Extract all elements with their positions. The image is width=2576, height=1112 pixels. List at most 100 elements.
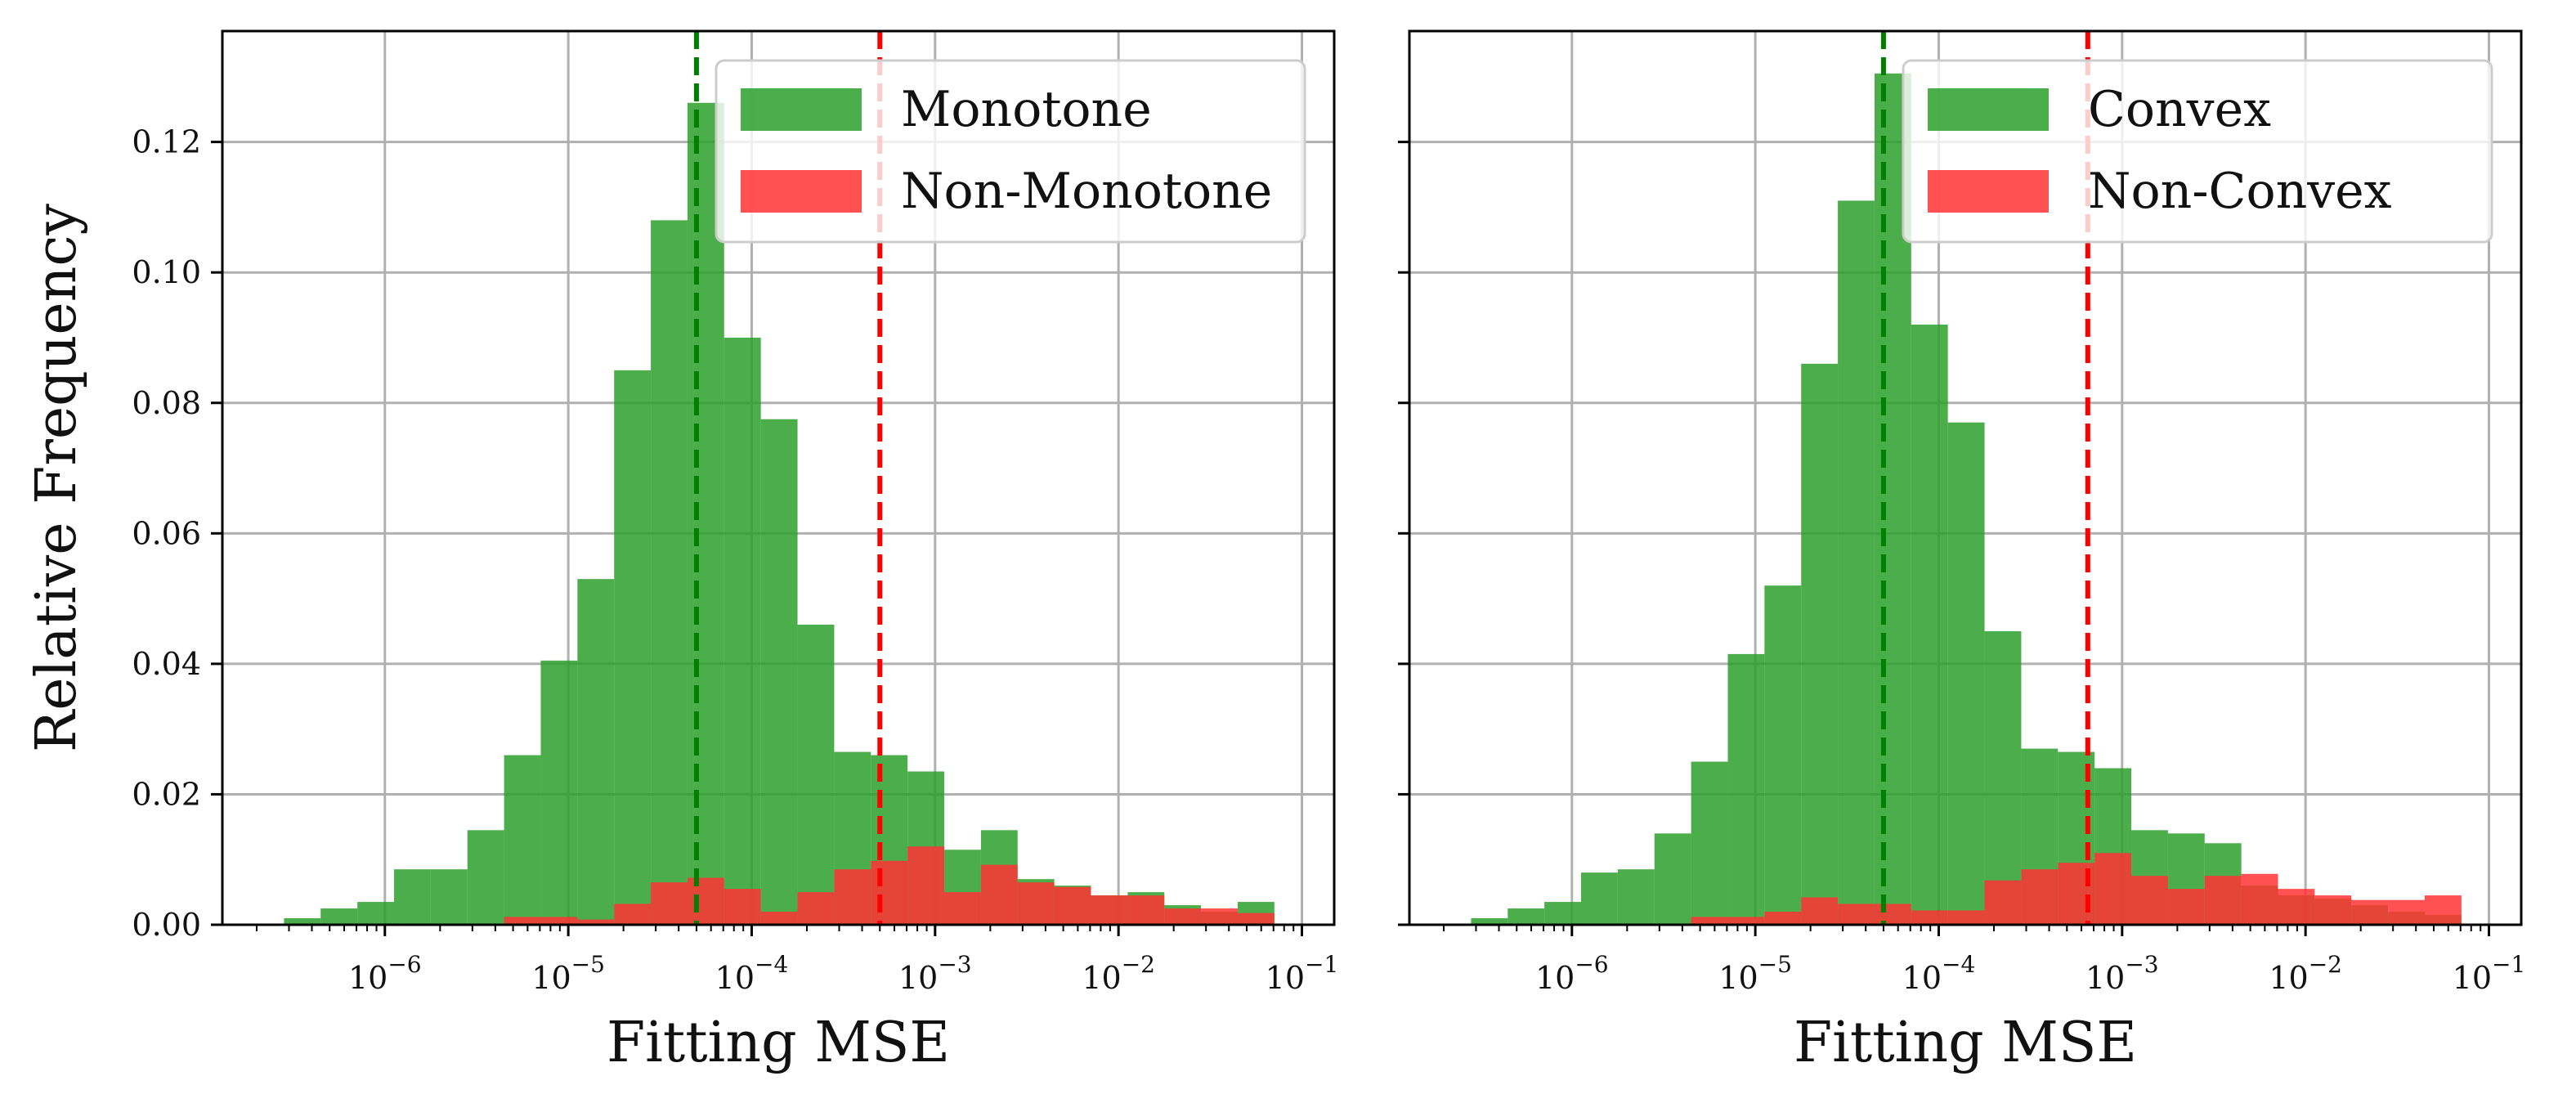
x-tick-label-0: 10−6 — [348, 951, 422, 996]
y-tick-label-6: 0.12 — [132, 124, 201, 160]
bar-non-convex-8 — [1764, 912, 1802, 925]
x-tick-label-2: 10−4 — [715, 951, 789, 996]
x-tick-label-2: 10−4 — [1902, 951, 1976, 996]
bar-convex-1 — [1508, 908, 1545, 925]
x-tick-label-0: 10−6 — [1535, 951, 1609, 996]
bar-monotone-14 — [797, 625, 835, 925]
bar-convex-9 — [1801, 363, 1839, 926]
bar-non-convex-7 — [1727, 917, 1765, 925]
bar-monotone-8 — [577, 579, 615, 925]
bar-non-convex-17 — [2094, 853, 2132, 925]
bar-convex-8 — [1764, 585, 1802, 925]
series-non-convex — [1691, 853, 2462, 925]
bar-non-convex-26 — [2424, 895, 2462, 925]
series-non-monotone — [504, 846, 1275, 925]
bar-non-convex-9 — [1801, 897, 1839, 925]
bar-convex-5 — [1654, 833, 1691, 925]
axes-frame — [221, 29, 1336, 926]
bar-non-monotone-22 — [1091, 895, 1128, 925]
bar-non-monotone-13 — [760, 912, 798, 925]
chart-panel-2: 10−6 10−5 10−4 10−3 10−2 10−1 Fitting MSE Conve… — [1398, 29, 2525, 1075]
bar-non-convex-11 — [1874, 904, 1911, 925]
bar-non-convex-19 — [2167, 889, 2205, 925]
chart-panel-1: 0.00 0.02 0.04 0.06 0.08 0.10 0.12 10−6 10−5 10−4… — [25, 29, 1339, 1075]
y-tick-label-3: 0.06 — [132, 515, 201, 551]
bar-non-monotone-16 — [871, 860, 908, 925]
bar-non-monotone-11 — [687, 877, 724, 925]
bar-non-convex-21 — [2241, 873, 2278, 925]
y-axis-label: Relative Frequency — [25, 203, 89, 751]
bar-convex-3 — [1580, 872, 1618, 925]
legend-label-monotone: Monotone — [901, 81, 1152, 138]
legend-swatch-monotone — [741, 88, 862, 131]
bar-monotone-3 — [393, 869, 431, 925]
bar-non-convex-24 — [2351, 899, 2389, 925]
bar-monotone-1 — [320, 908, 358, 925]
legend-box — [1902, 59, 2493, 244]
bar-non-convex-20 — [2204, 876, 2242, 925]
y-tick-label-5: 0.10 — [132, 254, 201, 290]
axes-frame — [1408, 29, 2523, 926]
bar-monotone-4 — [430, 869, 468, 925]
bar-non-monotone-17 — [907, 846, 945, 925]
legend-box — [715, 59, 1306, 244]
bar-non-convex-15 — [2021, 869, 2059, 925]
bar-non-convex-25 — [2388, 899, 2425, 925]
x-tick-label-5: 10−1 — [1266, 951, 1339, 996]
bar-non-convex-23 — [2314, 895, 2352, 925]
y-tick-label-2: 0.04 — [132, 646, 201, 682]
y-tick-label-1: 0.02 — [132, 776, 201, 812]
bar-non-monotone-14 — [797, 892, 835, 925]
bar-non-convex-22 — [2278, 889, 2315, 925]
bar-non-monotone-15 — [834, 869, 871, 925]
bar-convex-14 — [1984, 630, 2022, 925]
bar-non-monotone-23 — [1127, 895, 1165, 925]
bar-non-convex-13 — [1947, 910, 1985, 925]
bar-monotone-2 — [357, 902, 394, 925]
x-axis-label: Fitting MSE — [1794, 1011, 2137, 1075]
legend: Convex Non-Convex — [1902, 59, 2493, 244]
bar-monotone-7 — [540, 660, 578, 925]
bar-non-monotone-20 — [1017, 882, 1055, 925]
bar-non-monotone-24 — [1164, 908, 1202, 925]
bar-convex-0 — [1471, 918, 1508, 925]
bar-monotone-6 — [504, 755, 541, 925]
legend: Monotone Non-Monotone — [715, 59, 1306, 244]
bar-non-monotone-18 — [944, 892, 981, 925]
bar-monotone-0 — [284, 918, 321, 925]
bar-convex-13 — [1947, 422, 1985, 925]
bar-monotone-12 — [724, 337, 761, 925]
x-tick-label-4: 10−2 — [2269, 951, 2342, 996]
legend-swatch-non-monotone — [741, 170, 862, 213]
legend-swatch-non-convex — [1928, 170, 2049, 213]
bar-monotone-10 — [651, 220, 688, 925]
bar-non-monotone-8 — [577, 919, 615, 925]
bar-convex-12 — [1911, 325, 1948, 925]
bar-non-monotone-10 — [651, 882, 688, 925]
bar-convex-10 — [1838, 200, 1875, 925]
bar-non-monotone-6 — [504, 917, 541, 925]
legend-label-non-convex: Non-Convex — [2088, 163, 2392, 220]
bar-monotone-9 — [614, 370, 652, 925]
bar-non-convex-18 — [2131, 876, 2168, 925]
bar-non-monotone-7 — [540, 917, 578, 925]
x-tick-label-1: 10−5 — [1718, 951, 1792, 996]
bar-convex-4 — [1617, 869, 1655, 925]
x-tick-label-4: 10−2 — [1082, 951, 1155, 996]
bar-non-convex-14 — [1984, 880, 2022, 925]
bar-non-convex-6 — [1691, 917, 1728, 925]
legend-label-convex: Convex — [2088, 81, 2271, 138]
bar-convex-6 — [1691, 761, 1728, 925]
x-axis-label: Fitting MSE — [607, 1011, 950, 1075]
bar-non-monotone-9 — [614, 904, 652, 925]
bar-non-monotone-19 — [980, 864, 1018, 925]
bar-non-convex-10 — [1838, 904, 1875, 925]
bar-convex-2 — [1544, 902, 1581, 925]
bar-monotone-13 — [760, 419, 798, 925]
bar-convex-7 — [1727, 653, 1765, 925]
x-tick-label-3: 10−3 — [898, 951, 972, 996]
x-tick-label-3: 10−3 — [2085, 951, 2159, 996]
y-tick-label-0: 0.00 — [132, 907, 201, 943]
legend-swatch-convex — [1928, 88, 2049, 131]
